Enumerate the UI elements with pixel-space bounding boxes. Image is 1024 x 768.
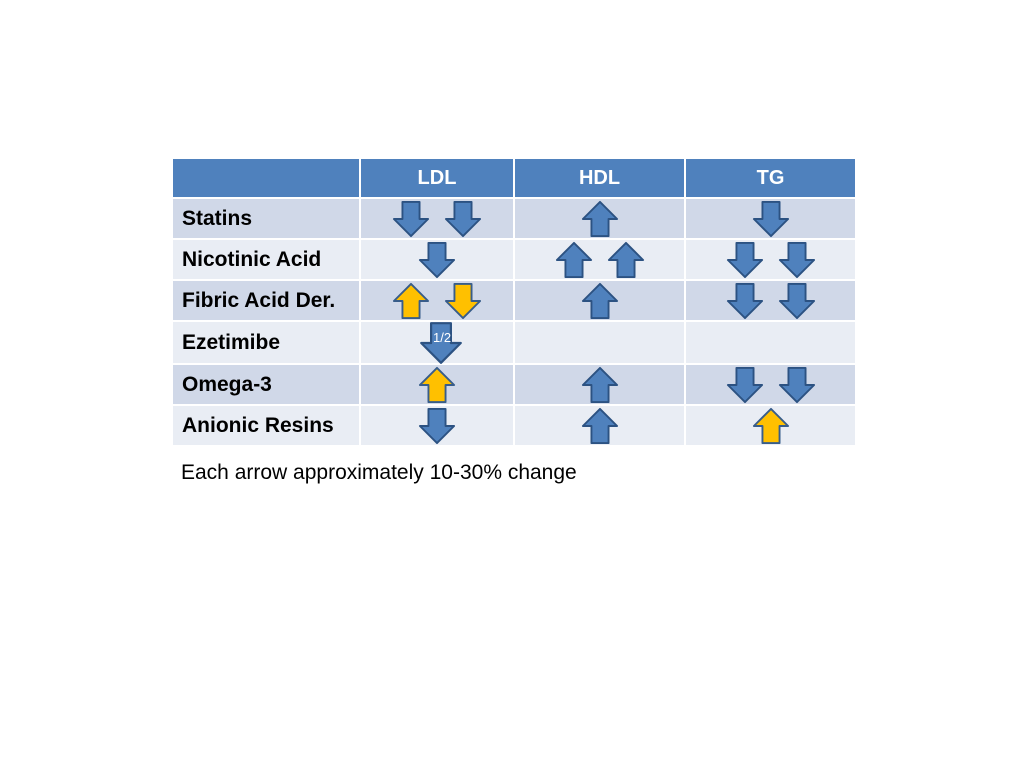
arrow-group: [361, 406, 513, 445]
arrow-group: [686, 199, 855, 238]
hdl-effect-cell: [513, 404, 686, 447]
arrow-group: [361, 281, 513, 320]
tg-effect-cell: [684, 279, 857, 322]
ldl-effect-cell: 1/2: [359, 320, 515, 365]
table-row: Anionic Resins: [171, 404, 857, 447]
footnote: Each arrow approximately 10-30% change: [181, 461, 577, 484]
arrow-down-icon: [418, 241, 456, 278]
drug-name-cell: Ezetimibe: [171, 320, 361, 365]
header-cell-ldl: LDL: [359, 157, 515, 199]
ldl-effect-cell: [359, 197, 515, 240]
tg-effect-cell: [684, 363, 857, 406]
arrow-group: [515, 281, 684, 320]
arrow-down-icon: [778, 366, 815, 403]
arrow-group: [686, 406, 855, 445]
arrow-group: [361, 240, 513, 279]
ldl-effect-cell: [359, 363, 515, 406]
ldl-effect-cell: [359, 279, 515, 322]
drug-name-cell: Anionic Resins: [171, 404, 361, 447]
arrow-group: [686, 322, 855, 363]
tg-effect-cell: [684, 197, 857, 240]
arrow-group: [686, 240, 855, 279]
arrow-group: [361, 199, 513, 238]
drug-name-cell: Nicotinic Acid: [171, 238, 361, 281]
hdl-effect-cell: [513, 320, 686, 365]
arrow-group: [515, 199, 684, 238]
tg-effect-cell: [684, 238, 857, 281]
arrow-fraction-label: 1/2: [433, 330, 452, 345]
header-cell-hdl: HDL: [513, 157, 686, 199]
table-body: Statins Nicotinic Acid Fibric Acid Der. Eze…: [171, 197, 857, 447]
arrow-down-icon: [778, 282, 815, 319]
arrow-group: [515, 365, 684, 404]
arrow-group: [515, 240, 684, 279]
tg-effect-cell: [684, 320, 857, 365]
hdl-effect-cell: [513, 363, 686, 406]
table-row: Nicotinic Acid: [171, 238, 857, 281]
arrow-up-icon: [607, 241, 644, 278]
arrow-down-icon: [444, 200, 482, 237]
arrow-up-icon: [555, 241, 592, 278]
table-row: Statins: [171, 197, 857, 240]
arrow-group: [515, 406, 684, 445]
arrow-group: [515, 322, 684, 363]
table-row: Fibric Acid Der.: [171, 279, 857, 322]
lipid-effects-table: LDL HDL TG Statins Nicotinic Acid Fibric A…: [171, 157, 857, 447]
hdl-effect-cell: [513, 279, 686, 322]
arrow-up-icon: [752, 407, 789, 444]
table-row: Omega-3: [171, 363, 857, 406]
arrow-up-icon: [418, 366, 456, 403]
header-cell-drug: [171, 157, 361, 199]
hdl-effect-cell: [513, 197, 686, 240]
header-cell-tg: TG: [684, 157, 857, 199]
drug-name-cell: Statins: [171, 197, 361, 240]
arrow-down-icon: [778, 241, 815, 278]
arrow-group: [361, 365, 513, 404]
arrow-down-icon: [726, 241, 763, 278]
arrow-down-icon: [420, 322, 462, 364]
arrow-up-icon: [581, 407, 618, 444]
arrow-down-icon: [752, 200, 789, 237]
arrow-up-icon: [581, 200, 618, 237]
drug-name-cell: Omega-3: [171, 363, 361, 406]
arrow-group: [686, 365, 855, 404]
arrow-down-icon: [444, 282, 482, 319]
arrow-up-icon: [392, 282, 430, 319]
arrow-group: [686, 281, 855, 320]
arrow-down-icon: [726, 282, 763, 319]
arrow-up-icon: [581, 366, 618, 403]
table-row: Ezetimibe 1/2: [171, 320, 857, 365]
drug-name-cell: Fibric Acid Der.: [171, 279, 361, 322]
hdl-effect-cell: [513, 238, 686, 281]
arrow-down-icon: [392, 200, 430, 237]
tg-effect-cell: [684, 404, 857, 447]
ldl-effect-cell: [359, 404, 515, 447]
header-row: LDL HDL TG: [171, 157, 857, 199]
arrow-down-icon: [418, 407, 456, 444]
ldl-effect-cell: [359, 238, 515, 281]
arrow-up-icon: [581, 282, 618, 319]
arrow-group: 1/2: [361, 322, 513, 364]
arrow-down-icon: [726, 366, 763, 403]
